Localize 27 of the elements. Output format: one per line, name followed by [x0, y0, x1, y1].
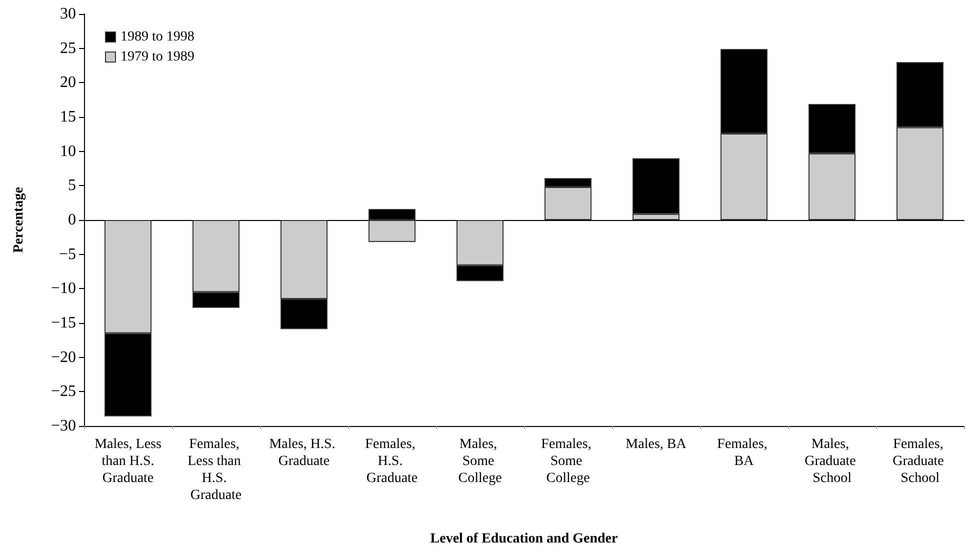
x-tick-label: Males, Some College: [458, 437, 502, 486]
x-tick-label: Females, H.S. Graduate: [365, 437, 419, 486]
y-tick-label: 25: [60, 40, 76, 57]
x-tick-label: Females, Some College: [541, 437, 595, 486]
x-tick-label: Males, BA: [626, 437, 688, 452]
y-tick-label: 5: [68, 177, 76, 194]
x-tick-label: Males, H.S. Graduate: [269, 437, 339, 469]
x-tick-label: Males, Graduate School: [804, 437, 860, 486]
y-tick-label: −15: [50, 314, 76, 332]
y-tick-label: −10: [50, 280, 76, 298]
y-tick-label: 0: [68, 212, 76, 228]
x-tick-label: Females, Less than H.S. Graduate: [188, 437, 244, 503]
y-axis-title: Percentage: [12, 187, 26, 253]
y-tick-label: −5: [58, 246, 76, 263]
y-tick-label: 30: [60, 6, 76, 22]
x-tick-label: Females, Graduate School: [892, 437, 948, 486]
x-axis-title: Level of Education and Gender: [430, 532, 618, 546]
x-tick-label: Males, Less than H.S. Graduate: [94, 437, 162, 486]
y-tick-label: 10: [60, 142, 76, 160]
legend-label: 1979 to 1989: [120, 50, 194, 64]
x-tick-label: Females, BA: [717, 437, 771, 469]
y-tick-label: −20: [50, 348, 76, 366]
y-tick-label: 20: [60, 74, 76, 92]
y-tick-label: 15: [60, 108, 76, 126]
y-tick-label: −30: [50, 418, 76, 434]
y-tick-label: −25: [50, 383, 76, 400]
legend-label: 1989 to 1998: [120, 30, 194, 44]
